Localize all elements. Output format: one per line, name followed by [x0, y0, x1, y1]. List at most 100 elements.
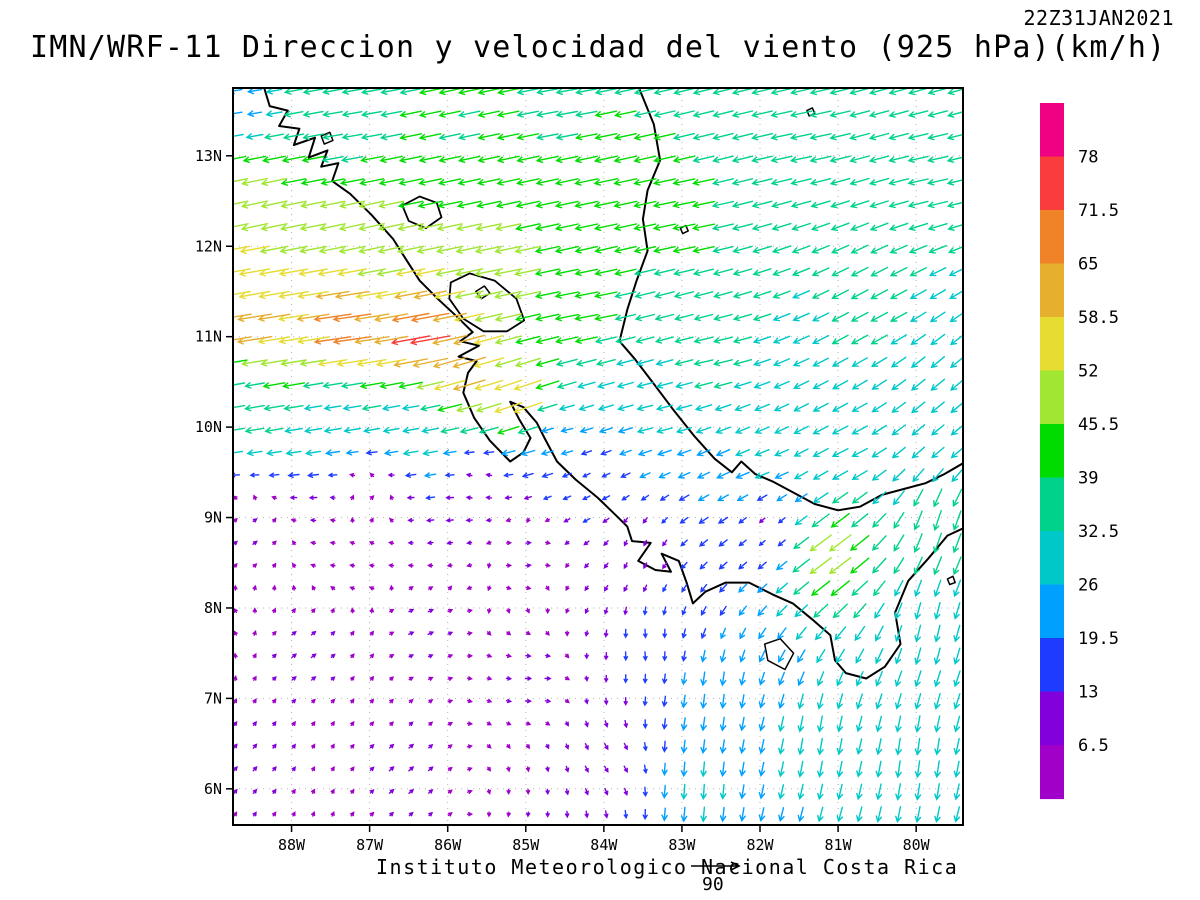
wind-vector — [758, 649, 766, 663]
wind-vector — [416, 380, 445, 390]
wind-vector — [717, 494, 729, 502]
wind-vector — [828, 534, 852, 552]
wind-vector — [643, 539, 648, 547]
wind-vector — [297, 291, 329, 300]
wind-vector — [734, 449, 751, 457]
wind-vector — [564, 788, 570, 796]
wind-vector — [377, 245, 405, 254]
wind-vector — [240, 223, 269, 232]
wind-vector — [564, 676, 571, 681]
wind-vector — [797, 783, 805, 801]
wind-vector — [891, 446, 906, 459]
wind-vector — [252, 811, 257, 817]
wind-vector — [437, 178, 462, 186]
wind-vector — [485, 540, 492, 545]
wind-vector — [738, 539, 747, 547]
wind-vector — [540, 449, 554, 456]
wind-vector — [290, 518, 297, 523]
wind-vector — [494, 245, 523, 254]
island-outline — [946, 575, 956, 586]
wind-vector — [252, 652, 257, 659]
wind-vector — [894, 602, 903, 620]
wind-vector — [829, 177, 851, 186]
wind-vector — [661, 695, 668, 708]
wind-vector — [953, 738, 961, 756]
wind-vector — [831, 289, 849, 300]
wind-vector — [447, 766, 453, 772]
wind-vector — [373, 335, 409, 345]
wind-vector — [929, 289, 947, 300]
wind-vector — [633, 178, 657, 186]
wind-vector — [401, 404, 420, 412]
wind-vector — [832, 380, 849, 390]
wind-vector — [634, 291, 656, 299]
wind-vector — [604, 810, 609, 819]
wind-vector — [338, 245, 366, 254]
wind-vector — [438, 110, 461, 118]
wind-vector — [672, 155, 696, 163]
wind-vector — [617, 404, 634, 412]
wind-vector — [816, 649, 826, 664]
wind-vector — [452, 334, 486, 346]
wind-vector — [350, 630, 355, 636]
wind-vector — [278, 268, 309, 277]
wind-vector — [661, 517, 668, 524]
wind-vector — [506, 608, 511, 614]
wind-vector — [408, 631, 415, 636]
wind-vector — [739, 627, 747, 640]
wind-vector — [674, 381, 693, 389]
wind-vector — [446, 563, 453, 568]
wind-vector — [871, 447, 887, 458]
wind-vector — [934, 715, 941, 733]
wind-vector — [731, 88, 754, 96]
wind-vector — [579, 427, 594, 434]
wind-vector — [466, 540, 473, 545]
colorbar-band — [1040, 263, 1064, 318]
wind-vector — [242, 155, 267, 163]
wind-vector — [339, 178, 365, 186]
wind-vector — [680, 783, 688, 801]
wind-vector — [241, 359, 268, 367]
wind-vector — [623, 697, 628, 706]
wind-vector — [640, 494, 650, 501]
wind-vector — [870, 356, 888, 368]
wind-vector — [681, 672, 688, 686]
wind-vector — [389, 698, 394, 704]
wind-vector — [793, 448, 809, 457]
wind-vector — [258, 290, 290, 300]
wind-vector — [778, 784, 785, 800]
wind-vector — [350, 720, 355, 726]
wind-vector — [291, 766, 296, 772]
lon-tick-label: 83W — [668, 836, 696, 854]
wind-vector — [574, 223, 599, 231]
wind-vector — [946, 201, 963, 209]
wind-vector — [680, 739, 688, 754]
wind-vector — [732, 245, 753, 254]
wind-vector — [680, 561, 688, 570]
wind-vector — [831, 357, 849, 367]
wind-vector — [447, 608, 454, 614]
wind-vector — [700, 693, 707, 710]
wind-vector — [466, 585, 473, 590]
wind-vector — [233, 675, 238, 682]
wind-vector — [642, 696, 648, 707]
chart-title: IMN/WRF-11 Direccion y velocidad del vie… — [30, 30, 1167, 65]
wind-vector — [735, 471, 750, 479]
wind-vector — [700, 739, 707, 755]
wind-vector — [868, 177, 890, 186]
wind-vector — [953, 806, 961, 823]
wind-vector — [534, 268, 560, 277]
wind-vector — [495, 223, 522, 232]
wind-vector — [870, 311, 889, 322]
wind-vector — [593, 291, 618, 299]
wind-vector — [831, 334, 849, 345]
wind-vector — [388, 540, 395, 546]
wind-vector — [593, 178, 619, 186]
wind-vector — [872, 491, 887, 505]
wind-vector — [233, 359, 248, 364]
wind-vector — [752, 268, 772, 277]
wind-vector — [930, 401, 945, 414]
lon-tick-label: 81W — [825, 836, 853, 854]
wind-vector — [545, 631, 550, 636]
wind-vector — [233, 540, 239, 546]
